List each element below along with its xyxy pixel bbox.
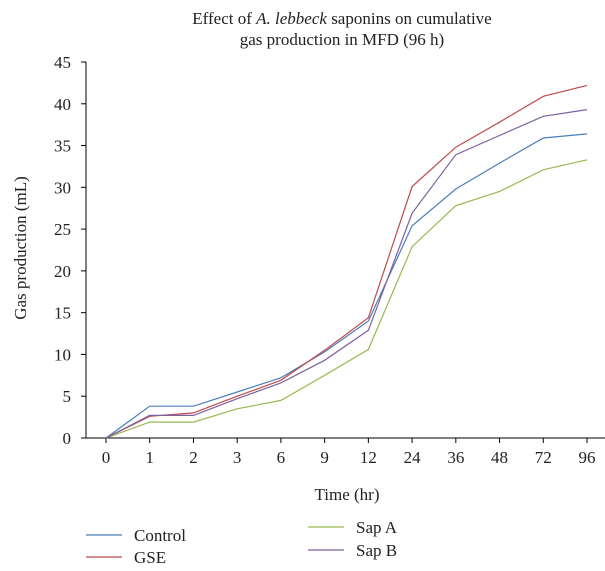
x-tick-label: 2	[189, 448, 198, 467]
legend-label-control: Control	[134, 526, 186, 545]
series-line-control	[105, 133, 588, 439]
y-tick-label: 30	[54, 178, 71, 197]
series-line-sap-a	[105, 159, 588, 439]
y-tick-label: 5	[63, 387, 72, 406]
series-line-sap-b	[105, 109, 588, 439]
legend-label-sap-b: Sap B	[356, 541, 397, 560]
y-tick-label: 45	[54, 53, 71, 72]
y-tick-label: 0	[63, 429, 72, 448]
x-tick-label: 6	[277, 448, 286, 467]
series-line-gse	[105, 84, 588, 439]
y-tick-label: 15	[54, 304, 71, 323]
legend-label-gse: GSE	[134, 548, 166, 567]
x-tick-label: 9	[320, 448, 329, 467]
series-lines	[105, 84, 588, 439]
chart-title-line-1: Effect of A. lebbeck saponins on cumulat…	[192, 9, 491, 28]
x-tick-label: 48	[491, 448, 508, 467]
y-axis-ticks: 0 5 10 15 20 25 30 35 40 45	[54, 53, 86, 448]
x-axis-ticks: 0 1 2 3 6 9 12 24 36 48 72 96	[102, 438, 596, 467]
axes	[85, 62, 605, 439]
x-tick-label: 72	[535, 448, 552, 467]
x-tick-label: 1	[145, 448, 154, 467]
y-tick-label: 10	[54, 345, 71, 364]
y-tick-label: 25	[54, 220, 71, 239]
x-tick-label: 24	[404, 448, 422, 467]
x-tick-label: 3	[233, 448, 242, 467]
x-axis-label: Time (hr)	[314, 485, 379, 504]
x-tick-label: 0	[102, 448, 111, 467]
legend-label-sap-a: Sap A	[356, 518, 398, 537]
chart-title-line-2: gas production in MFD (96 h)	[240, 30, 444, 49]
y-axis-label: Gas production (mL)	[11, 176, 30, 320]
y-tick-label: 20	[54, 262, 71, 281]
y-tick-label: 35	[54, 137, 71, 156]
x-tick-label: 12	[360, 448, 377, 467]
x-tick-label: 36	[447, 448, 464, 467]
legend: Control GSE Sap A Sap B	[86, 518, 398, 567]
y-tick-label: 40	[54, 95, 71, 114]
x-tick-label: 96	[579, 448, 596, 467]
